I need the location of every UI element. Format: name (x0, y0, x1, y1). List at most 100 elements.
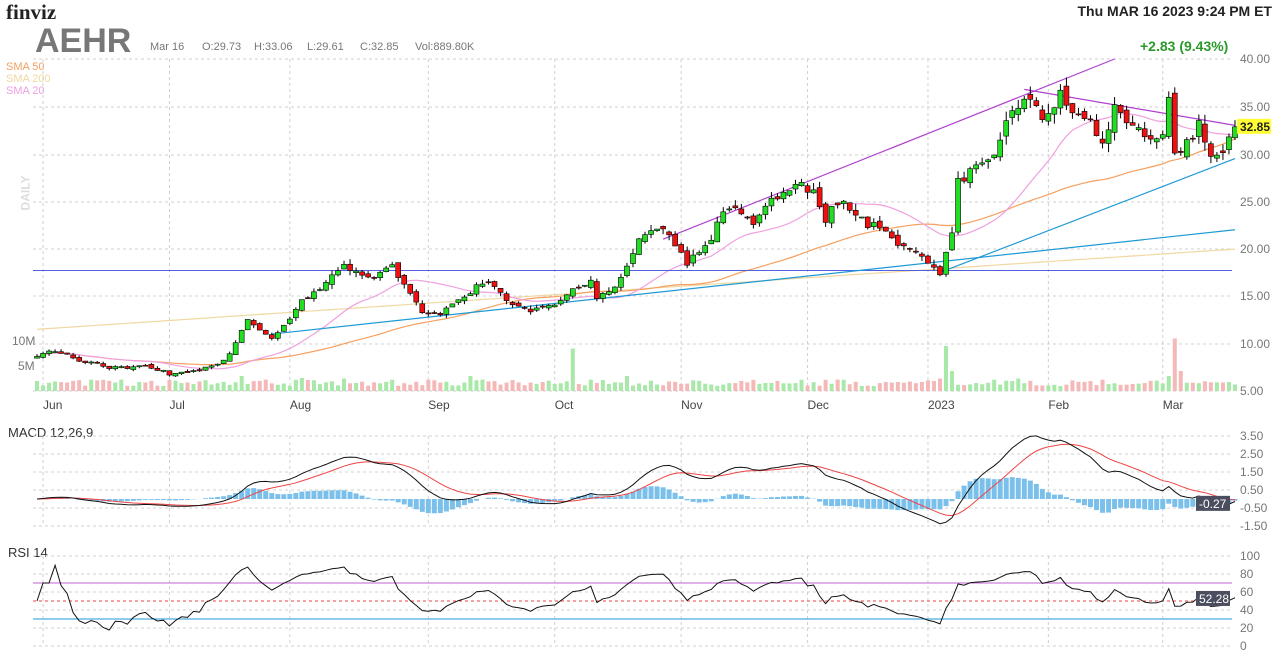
candle-body (955, 178, 961, 233)
volume-bar (907, 381, 912, 391)
candle-body (1208, 143, 1214, 157)
candle-body (840, 200, 847, 204)
macd-histogram-bar (341, 490, 347, 499)
rsi-value-badge (1196, 590, 1230, 606)
volume-bar (901, 382, 906, 391)
candle-body (798, 182, 805, 187)
candle-body (618, 277, 624, 288)
volume-bar (173, 380, 178, 391)
volume-bar (829, 383, 834, 391)
macd-histogram-bar (654, 486, 660, 499)
macd-histogram-bar (648, 486, 654, 499)
macd-histogram-bar (768, 497, 774, 499)
volume-bar (474, 380, 479, 391)
macd-histogram-bar (877, 499, 883, 509)
macd-histogram-bar (702, 499, 708, 503)
volume-bar (1202, 381, 1207, 391)
last-price-label: 32.85 (1240, 120, 1270, 134)
candle-body (1105, 129, 1112, 144)
macd-histogram-bar (865, 499, 871, 509)
volume-bar (396, 385, 401, 391)
candle-body (1069, 103, 1076, 114)
macd-histogram-bar (979, 478, 985, 499)
volume-bar (624, 376, 629, 391)
volume-bar (41, 385, 46, 391)
macd-histogram-bar (612, 497, 618, 499)
volume-label-10m: 10M (12, 334, 35, 348)
candle-body (563, 294, 570, 301)
volume-bar (540, 382, 545, 391)
macd-histogram-bar (1184, 499, 1190, 508)
candle-body (690, 254, 696, 264)
macd-histogram-bar (859, 499, 865, 508)
volume-bar (655, 384, 660, 391)
candle-body (317, 289, 323, 291)
volume-bar (1070, 380, 1075, 391)
volume-bar (245, 383, 250, 391)
macd-histogram-bar (281, 494, 287, 499)
volume-bar (558, 383, 563, 391)
macd-histogram-bar (919, 499, 925, 510)
candle-body (190, 370, 197, 372)
candle-body (130, 366, 137, 370)
volume-bar (600, 380, 605, 391)
macd-histogram-bar (371, 499, 377, 500)
macd-histogram-bar (805, 497, 811, 499)
macd-histogram-bar (1057, 494, 1063, 499)
volume-bar (221, 381, 226, 391)
macd-histogram-bar (823, 499, 829, 506)
macd-histogram-bar (907, 499, 913, 510)
volume-bar (1040, 385, 1045, 391)
candle-body (341, 264, 347, 270)
volume-bar (630, 385, 635, 391)
candle-body (720, 211, 727, 224)
candle-body (142, 364, 149, 367)
volume-bar (251, 381, 256, 391)
volume-bar (1208, 382, 1213, 391)
rsi-axis-label: 100 (1240, 549, 1260, 563)
macd-histogram-bar (931, 499, 937, 510)
macd-histogram-bar (431, 499, 437, 514)
candle-body (395, 262, 402, 278)
volume-bar (366, 385, 371, 391)
volume-bar (769, 382, 774, 391)
price-axis-label: 40.00 (1240, 52, 1270, 66)
candle-body (792, 183, 799, 190)
macd-histogram-bar (961, 485, 967, 499)
volume-bar (1028, 380, 1033, 391)
volume-bar (293, 379, 298, 391)
candle-body (533, 307, 540, 311)
macd-histogram-bar (630, 491, 636, 499)
sma200-line (36, 248, 1236, 330)
candle-body (202, 366, 209, 371)
candle-body (624, 265, 630, 276)
macd-histogram-bar (1154, 499, 1160, 511)
candle-body (335, 270, 341, 276)
macd-histogram-bar (498, 498, 504, 499)
volume-bar (1100, 379, 1105, 391)
macd-histogram-bar (353, 493, 359, 499)
candle-body (160, 369, 167, 372)
price-axis-label: 35.00 (1240, 100, 1270, 114)
volume-bar (516, 382, 521, 391)
candle-body (1057, 89, 1064, 109)
macd-histogram-bar (528, 499, 534, 504)
volume-bar (883, 381, 888, 391)
price-axis-label: 10.00 (1240, 337, 1270, 351)
candle-body (636, 238, 642, 255)
macd-histogram-bar (1051, 494, 1057, 499)
candle-body (106, 365, 113, 369)
finviz-logo[interactable]: finviz (6, 0, 57, 24)
macd-histogram-bar (148, 499, 154, 500)
macd-histogram-bar (455, 499, 461, 508)
macd-histogram-bar (696, 499, 702, 503)
month-label: Mar (1163, 398, 1184, 412)
volume-bar (77, 380, 82, 391)
sma50-line (36, 138, 1236, 366)
macd-histogram-bar (1027, 480, 1033, 499)
candle-body (100, 363, 107, 367)
macd-histogram-bar (401, 499, 407, 505)
candle-body (293, 308, 299, 319)
candle-body (70, 354, 76, 359)
